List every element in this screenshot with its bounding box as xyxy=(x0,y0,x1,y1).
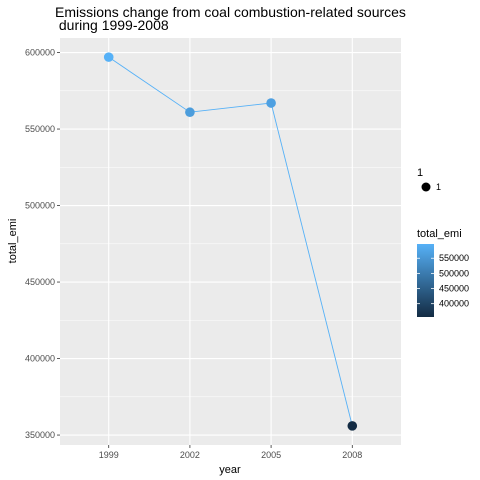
y-tick-label: 450000 xyxy=(25,277,55,287)
data-point-2005 xyxy=(266,98,276,108)
size-legend-label: 1 xyxy=(436,182,441,192)
major-gridlines xyxy=(60,38,401,445)
y-tick-label: 400000 xyxy=(25,354,55,364)
series-line xyxy=(108,56,353,426)
series-line-group xyxy=(108,56,353,426)
data-point-1999 xyxy=(103,52,114,62)
chart-title-line-1: Emissions change from coal combustion-re… xyxy=(55,4,406,20)
y-tick-label: 550000 xyxy=(25,124,55,134)
size-legend-key xyxy=(421,182,431,192)
y-tick-label: 500000 xyxy=(25,201,55,211)
size-legend-title: 1 xyxy=(417,167,423,179)
x-tick-label: 1999 xyxy=(99,450,119,460)
x-tick-label: 2002 xyxy=(180,450,200,460)
data-point-2008 xyxy=(347,421,358,431)
minor-gridlines xyxy=(60,90,401,398)
x-axis-ticks: 1999 2002 2005 2008 xyxy=(99,445,362,460)
colorbar-tick-label: 500000 xyxy=(439,268,469,278)
y-axis-ticks: 350000 400000 450000 500000 550000 600000 xyxy=(25,48,60,440)
x-axis-title: year xyxy=(219,464,241,476)
colorbar-tick-label: 450000 xyxy=(439,284,469,294)
y-axis-title: total_emi xyxy=(7,219,19,264)
data-points xyxy=(103,52,358,431)
chart-title-line-2: during 1999-2008 xyxy=(55,17,169,33)
y-tick-label: 350000 xyxy=(25,430,55,440)
y-tick-label: 600000 xyxy=(25,48,55,58)
colorbar xyxy=(417,244,434,317)
colorbar-tick-label: 400000 xyxy=(439,299,469,309)
color-legend-title: total_emi xyxy=(417,228,462,240)
colorbar-ticks: 550000 500000 450000 400000 xyxy=(417,253,469,309)
color-legend: total_emi 550000 500000 450000 400000 xyxy=(417,228,469,317)
x-tick-label: 2008 xyxy=(342,450,362,460)
plot-panel xyxy=(60,38,401,445)
colorbar-tick-label: 550000 xyxy=(439,253,469,263)
x-tick-label: 2005 xyxy=(261,450,281,460)
data-point-2002 xyxy=(185,107,195,118)
size-legend: 1 1 xyxy=(417,167,441,192)
